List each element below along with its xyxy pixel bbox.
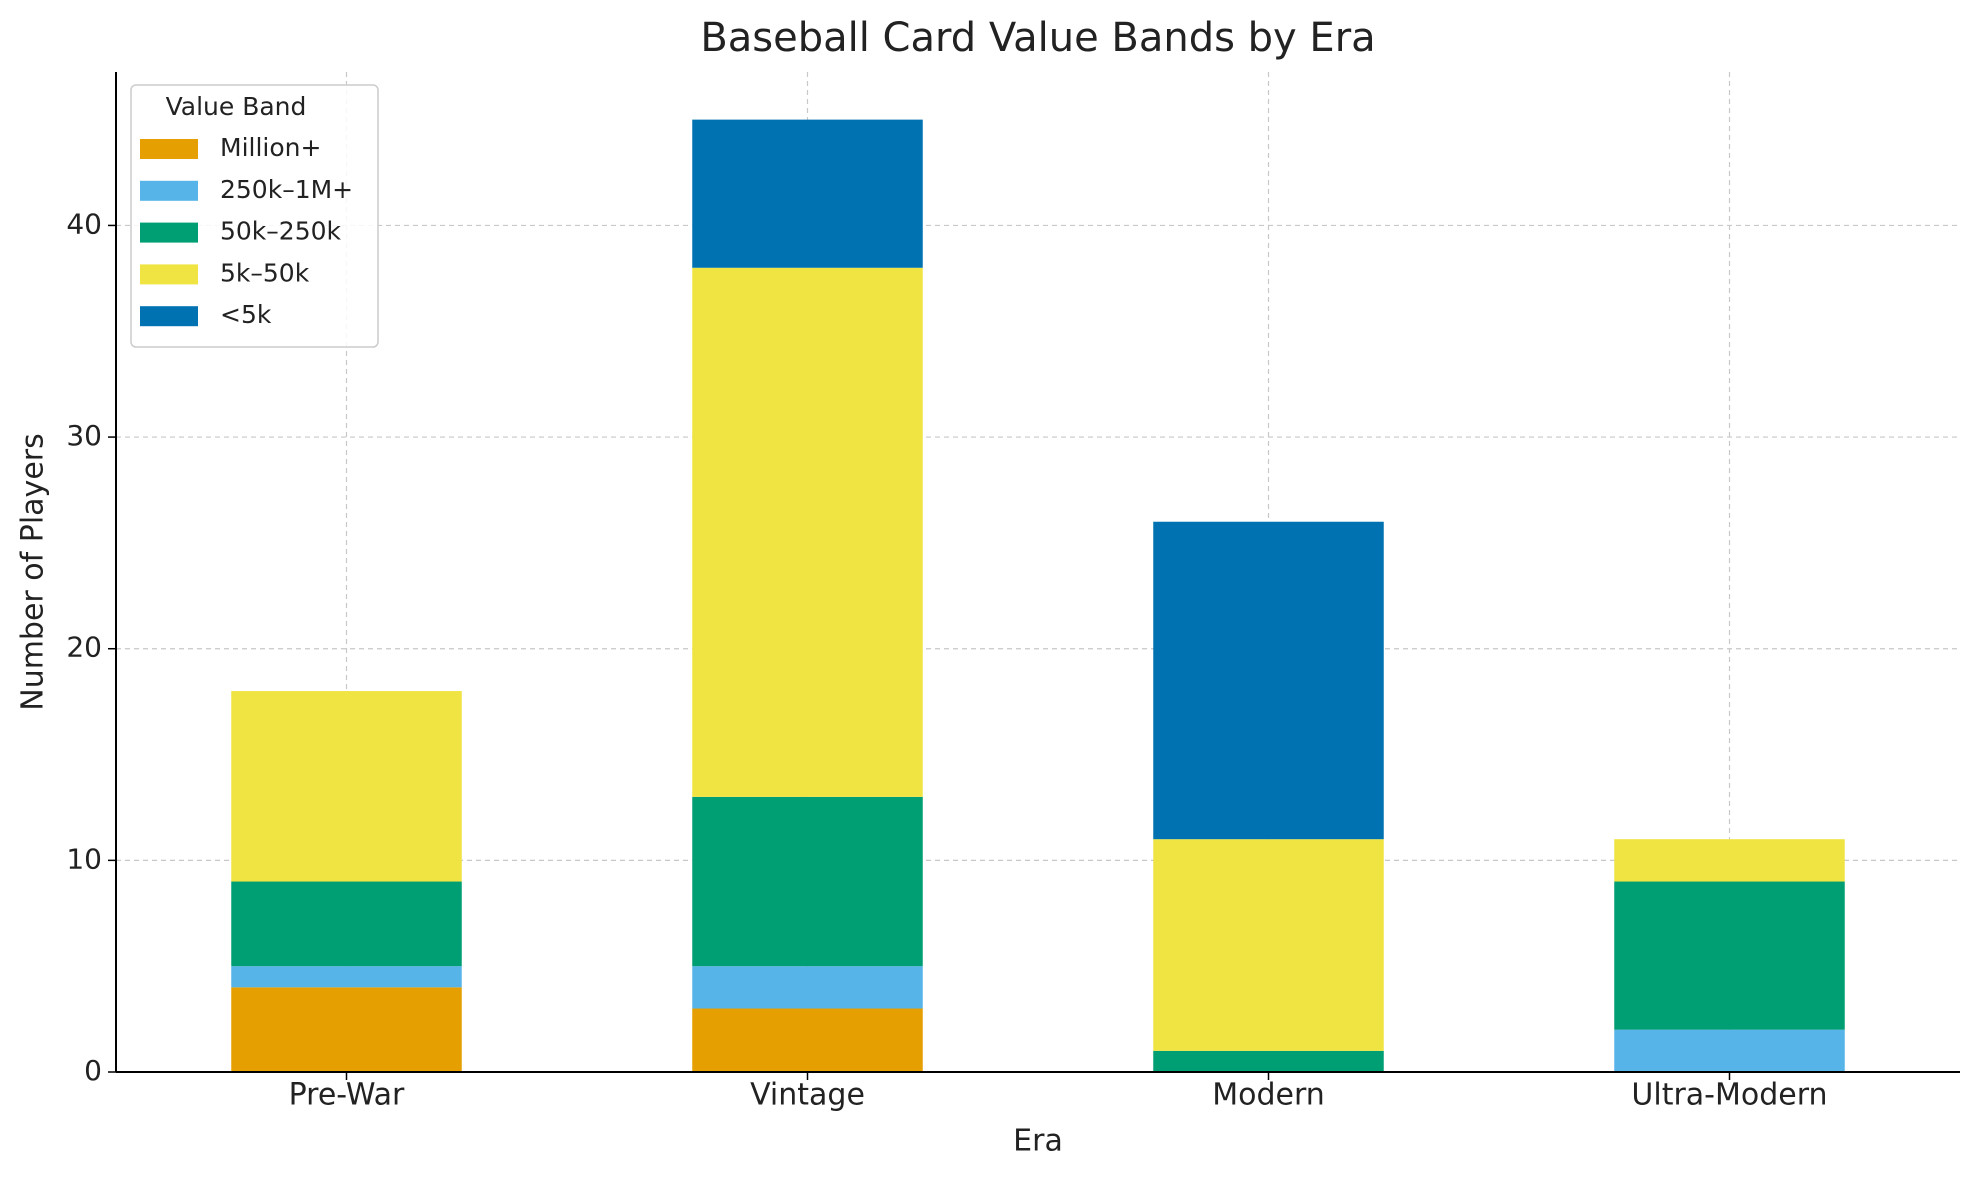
legend-swatch bbox=[140, 139, 198, 159]
chart-title: Baseball Card Value Bands by Era bbox=[700, 15, 1375, 61]
legend-swatch bbox=[140, 180, 198, 201]
bar-segment bbox=[231, 691, 462, 882]
bar-segment bbox=[1614, 881, 1845, 1030]
legend-label: 5k–50k bbox=[220, 258, 310, 287]
x-tick-label: Modern bbox=[1212, 1078, 1325, 1113]
legend-title: Value Band bbox=[166, 92, 307, 121]
bar-segment bbox=[231, 987, 462, 1072]
y-tick-label: 20 bbox=[66, 631, 102, 664]
y-tick-label: 0 bbox=[84, 1054, 102, 1087]
bar-segment bbox=[231, 966, 462, 988]
legend-label: Million+ bbox=[220, 133, 321, 162]
bar-segment bbox=[692, 966, 923, 1009]
bar-segment bbox=[692, 119, 923, 268]
y-tick-label: 30 bbox=[66, 419, 102, 452]
x-tick-label: Pre-War bbox=[289, 1078, 405, 1113]
bar-segment bbox=[231, 881, 462, 967]
legend-swatch bbox=[140, 222, 198, 243]
legend-label: 250k–1M+ bbox=[220, 175, 353, 204]
y-tick-label: 10 bbox=[66, 842, 102, 875]
legend-swatch bbox=[140, 264, 198, 285]
legend-label: <5k bbox=[220, 300, 272, 329]
bar-segment bbox=[692, 796, 923, 967]
bar-segment bbox=[1153, 839, 1384, 1051]
x-tick-label: Ultra-Modern bbox=[1631, 1078, 1827, 1113]
y-axis-label: Number of Players bbox=[16, 433, 51, 711]
x-tick-label: Vintage bbox=[750, 1078, 865, 1113]
y-tick-label: 40 bbox=[66, 207, 102, 240]
x-axis-label: Era bbox=[1013, 1124, 1063, 1159]
bar-segment bbox=[692, 1008, 923, 1072]
legend-swatch bbox=[140, 306, 198, 327]
bar-segment bbox=[1153, 521, 1384, 840]
bar-segment bbox=[692, 267, 923, 797]
bar-segment bbox=[1614, 1029, 1845, 1072]
legend-label: 50k–250k bbox=[220, 217, 342, 246]
bar-segment bbox=[1614, 839, 1845, 882]
bar-segment bbox=[1153, 1050, 1384, 1072]
